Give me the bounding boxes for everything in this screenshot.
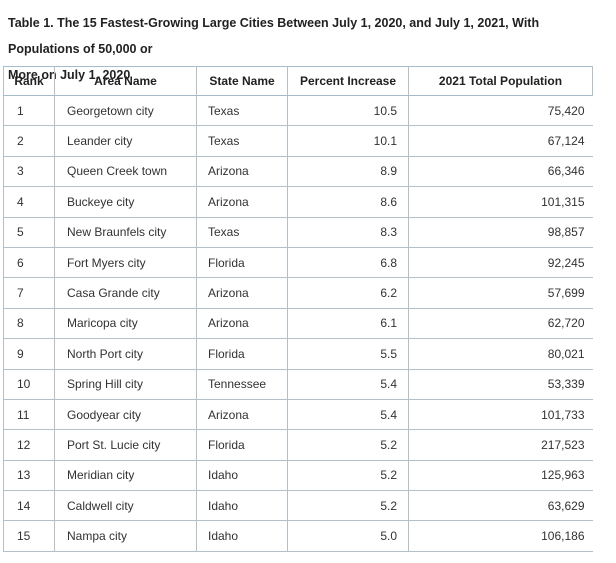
cell-population: 106,186 xyxy=(408,520,593,552)
cell-percent-increase: 8.6 xyxy=(287,186,409,218)
cell-area-name: North Port city xyxy=(54,338,197,370)
cell-area-name: Port St. Lucie city xyxy=(54,429,197,461)
cell-percent-increase: 8.3 xyxy=(287,217,409,248)
cell-area-name: Maricopa city xyxy=(54,308,197,340)
cell-rank: 11 xyxy=(3,399,55,431)
cell-population: 63,629 xyxy=(408,490,593,522)
cell-percent-increase: 5.4 xyxy=(287,369,409,400)
table-row: 8 Maricopa city Arizona 6.1 62,720 xyxy=(3,308,593,340)
cell-population: 98,857 xyxy=(408,217,593,248)
cell-percent-increase: 5.5 xyxy=(287,338,409,370)
cell-rank: 8 xyxy=(3,308,55,340)
cell-population: 125,963 xyxy=(408,460,593,492)
cell-state-name: Idaho xyxy=(196,460,288,492)
cell-state-name: Arizona xyxy=(196,399,288,431)
cell-population: 53,339 xyxy=(408,369,593,400)
cell-rank: 7 xyxy=(3,277,55,309)
cell-state-name: Idaho xyxy=(196,490,288,522)
cell-rank: 2 xyxy=(3,125,55,157)
cell-percent-increase: 10.5 xyxy=(287,95,409,127)
table-row: 10 Spring Hill city Tennessee 5.4 53,339 xyxy=(3,369,593,400)
cell-population: 101,733 xyxy=(408,399,593,431)
header-row: Rank Area Name State Name Percent Increa… xyxy=(3,66,593,96)
cell-area-name: Casa Grande city xyxy=(54,277,197,309)
cell-rank: 12 xyxy=(3,429,55,461)
cell-percent-increase: 5.4 xyxy=(287,399,409,431)
cell-state-name: Arizona xyxy=(196,277,288,309)
cell-percent-increase: 10.1 xyxy=(287,125,409,157)
table-row: 1 Georgetown city Texas 10.5 75,420 xyxy=(3,95,593,127)
table-row: 6 Fort Myers city Florida 6.8 92,245 xyxy=(3,247,593,279)
cell-percent-increase: 6.8 xyxy=(287,247,409,279)
cell-state-name: Arizona xyxy=(196,156,288,188)
cell-population: 75,420 xyxy=(408,95,593,127)
cell-population: 62,720 xyxy=(408,308,593,340)
cell-rank: 14 xyxy=(3,490,55,522)
cell-rank: 15 xyxy=(3,520,55,552)
table-row: 9 North Port city Florida 5.5 80,021 xyxy=(3,338,593,370)
cell-state-name: Texas xyxy=(196,217,288,248)
cell-percent-increase: 5.2 xyxy=(287,460,409,492)
table-row: 12 Port St. Lucie city Florida 5.2 217,5… xyxy=(3,429,593,461)
cell-population: 57,699 xyxy=(408,277,593,309)
cell-percent-increase: 6.1 xyxy=(287,308,409,340)
cell-rank: 13 xyxy=(3,460,55,492)
cell-area-name: Spring Hill city xyxy=(54,369,197,400)
cell-percent-increase: 5.2 xyxy=(287,490,409,522)
cell-state-name: Florida xyxy=(196,247,288,279)
column-header-population: 2021 Total Population xyxy=(408,66,593,96)
cell-area-name: Caldwell city xyxy=(54,490,197,522)
cell-area-name: Meridian city xyxy=(54,460,197,492)
cell-population: 67,124 xyxy=(408,125,593,157)
cell-rank: 10 xyxy=(3,369,55,400)
cell-area-name: Nampa city xyxy=(54,520,197,552)
table-row: 13 Meridian city Idaho 5.2 125,963 xyxy=(3,460,593,492)
cell-area-name: Queen Creek town xyxy=(54,156,197,188)
cell-state-name: Texas xyxy=(196,125,288,157)
cell-state-name: Texas xyxy=(196,95,288,127)
cell-rank: 5 xyxy=(3,217,55,248)
column-header-state-name: State Name xyxy=(196,66,288,96)
table-row: 7 Casa Grande city Arizona 6.2 57,699 xyxy=(3,277,593,309)
cell-state-name: Idaho xyxy=(196,520,288,552)
cell-area-name: Buckeye city xyxy=(54,186,197,218)
cell-percent-increase: 6.2 xyxy=(287,277,409,309)
cell-rank: 4 xyxy=(3,186,55,218)
table-row: 14 Caldwell city Idaho 5.2 63,629 xyxy=(3,490,593,522)
table-row: 2 Leander city Texas 10.1 67,124 xyxy=(3,125,593,157)
cell-area-name: Leander city xyxy=(54,125,197,157)
cell-area-name: Georgetown city xyxy=(54,95,197,127)
cell-population: 66,346 xyxy=(408,156,593,188)
cell-population: 101,315 xyxy=(408,186,593,218)
column-header-rank: Rank xyxy=(3,66,55,96)
cell-rank: 9 xyxy=(3,338,55,370)
column-header-area-name: Area Name xyxy=(54,66,197,96)
table-row: 3 Queen Creek town Arizona 8.9 66,346 xyxy=(3,156,593,188)
fastest-growing-cities-table: Rank Area Name State Name Percent Increa… xyxy=(3,66,593,552)
table-title-line-1: Table 1. The 15 Fastest-Growing Large Ci… xyxy=(8,16,540,56)
cell-population: 80,021 xyxy=(408,338,593,370)
cell-rank: 6 xyxy=(3,247,55,279)
table-row: 11 Goodyear city Arizona 5.4 101,733 xyxy=(3,399,593,431)
cell-percent-increase: 5.2 xyxy=(287,429,409,461)
cell-state-name: Florida xyxy=(196,338,288,370)
cell-rank: 1 xyxy=(3,95,55,127)
table-row: 15 Nampa city Idaho 5.0 106,186 xyxy=(3,520,593,552)
cell-area-name: New Braunfels city xyxy=(54,217,197,248)
cell-percent-increase: 5.0 xyxy=(287,520,409,552)
cell-population: 217,523 xyxy=(408,429,593,461)
table-row: 4 Buckeye city Arizona 8.6 101,315 xyxy=(3,186,593,218)
cell-area-name: Fort Myers city xyxy=(54,247,197,279)
table-row: 5 New Braunfels city Texas 8.3 98,857 xyxy=(3,217,593,248)
cell-area-name: Goodyear city xyxy=(54,399,197,431)
cell-percent-increase: 8.9 xyxy=(287,156,409,188)
cell-population: 92,245 xyxy=(408,247,593,279)
cell-state-name: Arizona xyxy=(196,186,288,218)
cell-state-name: Arizona xyxy=(196,308,288,340)
cell-state-name: Tennessee xyxy=(196,369,288,400)
column-header-percent-increase: Percent Increase xyxy=(287,66,409,96)
cell-rank: 3 xyxy=(3,156,55,188)
cell-state-name: Florida xyxy=(196,429,288,461)
